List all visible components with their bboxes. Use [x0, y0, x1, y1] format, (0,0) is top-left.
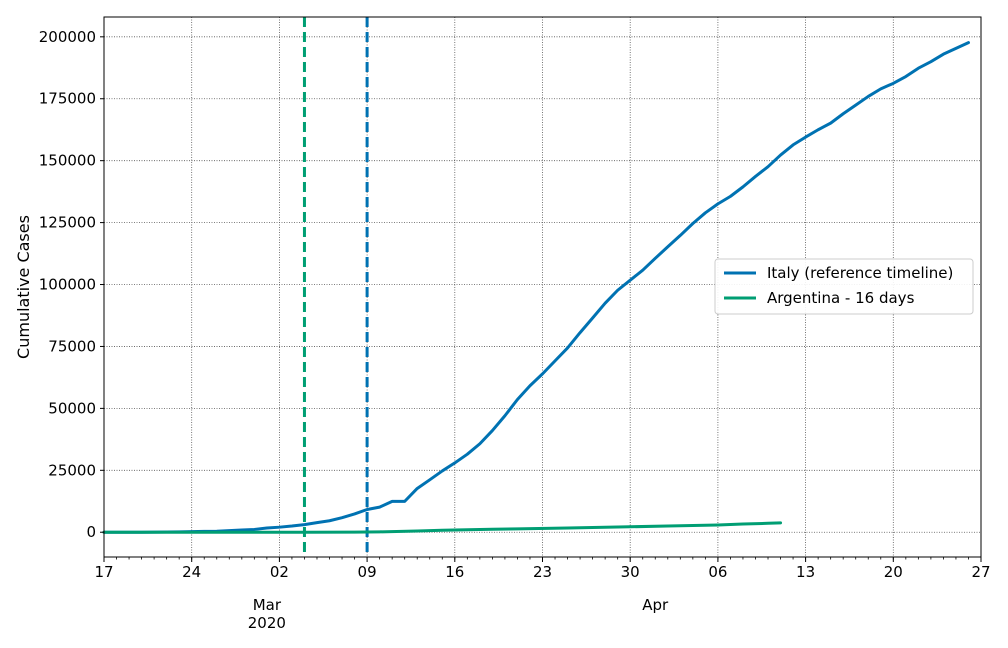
series-line [102, 521, 783, 534]
x-tick-label: 17 [94, 563, 113, 581]
legend-label: Argentina - 16 days [767, 289, 915, 307]
x-tick-label: 23 [533, 563, 552, 581]
y-tick-label: 175000 [39, 90, 96, 108]
y-tick-label: 50000 [48, 399, 96, 417]
legend-label: Italy (reference timeline) [767, 264, 953, 282]
series-line [102, 41, 970, 534]
x-tick-label: 02 [270, 563, 289, 581]
series-lines [102, 41, 970, 534]
x-month-label: Mar [253, 596, 282, 614]
y-tick-label: 0 [86, 523, 96, 541]
x-tick-label: 13 [796, 563, 815, 581]
legend: Italy (reference timeline) Argentina - 16… [714, 258, 974, 315]
x-tick-label: 27 [971, 563, 990, 581]
y-tick-label: 200000 [39, 28, 96, 46]
x-tick-label: 20 [884, 563, 903, 581]
x-tick-label: 16 [445, 563, 464, 581]
y-axis: 0 25000 50000 75000 100000 125000 150000 175000… [39, 28, 104, 541]
x-tick-label: 24 [182, 563, 201, 581]
x-tick-label: 30 [621, 563, 640, 581]
x-tick-label: 06 [708, 563, 727, 581]
y-tick-label: 125000 [39, 214, 96, 232]
x-year-label: 2020 [248, 614, 286, 632]
legend-box [714, 258, 974, 315]
x-tick-label: 09 [358, 563, 377, 581]
y-tick-label: 100000 [39, 276, 96, 294]
vertical-markers [302, 17, 369, 557]
y-tick-label: 25000 [48, 461, 96, 479]
y-axis-label: Cumulative Cases [14, 215, 33, 359]
y-tick-label: 150000 [39, 152, 96, 170]
y-tick-label: 75000 [48, 337, 96, 355]
x-month-label: Apr [642, 596, 669, 614]
